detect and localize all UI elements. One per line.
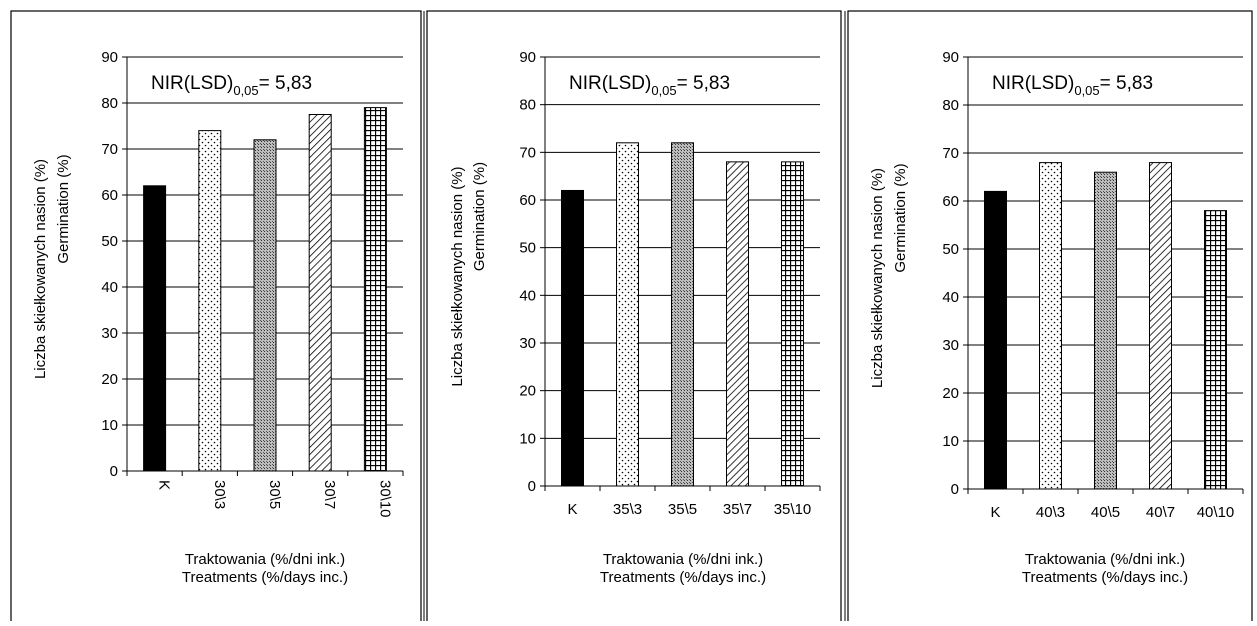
y-tick-label: 30 <box>519 335 536 352</box>
y-tick-label: 80 <box>519 97 536 114</box>
x-axis-label: Traktowania (%/dni ink.) <box>1025 551 1185 568</box>
nir-subscript: 0,05 <box>651 83 676 98</box>
x-axis-label: Traktowania (%/dni ink.) <box>185 551 345 568</box>
y-axis-label: Liczba skiełkowanych nasion (%) <box>32 159 49 379</box>
nir-value: = 5,83 <box>259 73 312 94</box>
y-tick-label: 50 <box>519 240 536 257</box>
y-tick-label: 90 <box>101 49 118 66</box>
x-tick-label: K <box>567 501 577 518</box>
bar-1 <box>143 185 167 472</box>
bar-2 <box>1039 162 1062 490</box>
y-tick-label: 90 <box>519 49 536 66</box>
y-tick-label: 70 <box>101 141 118 158</box>
y-axis-label-en: Germination (%) <box>471 162 488 271</box>
x-axis-label-en: Treatments (%/days inc.) <box>182 569 348 586</box>
bar-3 <box>253 139 277 472</box>
y-tick-label: 60 <box>942 193 959 210</box>
x-tick-label: 40\7 <box>1146 504 1175 521</box>
chart-panel-1: 0 10 20 30 40 50 60 70 80 90 K 30\3 30\5 30\7 30\10 NIR… <box>32 49 404 586</box>
y-tick-label: 50 <box>101 233 118 250</box>
y-tick-label: 50 <box>942 241 959 258</box>
x-tick-label: 35\3 <box>613 501 642 518</box>
x-tick-label: 30\7 <box>321 480 338 509</box>
y-tick-label: 0 <box>110 463 118 480</box>
x-tick-label: 35\7 <box>723 501 752 518</box>
nir-value: = 5,83 <box>677 73 730 94</box>
bar-5 <box>1204 210 1227 490</box>
bar-3 <box>1094 171 1117 490</box>
y-tick-label: 0 <box>528 478 536 495</box>
y-tick-label: 40 <box>101 279 118 296</box>
nir-annotation: NIR(LSD)0,05= 5,83 <box>569 73 730 98</box>
nir-subscript: 0,05 <box>233 83 258 98</box>
bar-5 <box>781 161 804 487</box>
nir-annotation: NIR(LSD)0,05= 5,83 <box>992 73 1153 98</box>
panel-frame-2 <box>426 10 842 626</box>
bar-5 <box>363 107 387 472</box>
y-tick-label: 40 <box>519 287 536 304</box>
x-axis-label-en: Treatments (%/days inc.) <box>600 569 766 586</box>
x-axis-label-en: Treatments (%/days inc.) <box>1022 569 1188 586</box>
nir-value: = 5,83 <box>1100 73 1153 94</box>
y-axis-label-en: Germination (%) <box>55 154 72 263</box>
y-axis-label-en: Germination (%) <box>892 163 909 272</box>
bar-3 <box>671 142 694 487</box>
y-tick-label: 10 <box>519 430 536 447</box>
y-tick-label: 0 <box>951 481 959 498</box>
y-tick-label: 60 <box>101 187 118 204</box>
y-tick-label: 90 <box>942 49 959 66</box>
chart-panel-2: 0 10 20 30 40 50 60 70 80 90 K 35\3 35\5 35\7 35\10 NIR… <box>449 49 821 586</box>
y-tick-label: 60 <box>519 192 536 209</box>
chart-panel-3: 0 10 20 30 40 50 60 70 80 90 K 40\3 40\5 40\7 40\10 NIR… <box>869 49 1244 586</box>
y-tick-label: 70 <box>942 145 959 162</box>
x-tick-label: 35\5 <box>668 501 697 518</box>
y-tick-label: 30 <box>942 337 959 354</box>
nir-label: NIR(LSD) <box>151 73 233 94</box>
y-tick-label: 30 <box>101 325 118 342</box>
y-tick-label: 10 <box>942 433 959 450</box>
y-tick-label: 80 <box>101 95 118 112</box>
y-tick-label: 40 <box>942 289 959 306</box>
nir-annotation: NIR(LSD)0,05= 5,83 <box>151 73 312 98</box>
bar-4 <box>1149 162 1172 490</box>
x-tick-label: 40\5 <box>1091 504 1120 521</box>
panel-frame-3 <box>847 10 1253 626</box>
panel-frame-1 <box>10 10 422 626</box>
x-tick-label: K <box>156 480 173 490</box>
y-tick-label: 70 <box>519 144 536 161</box>
x-tick-label: K <box>990 504 1000 521</box>
bar-4 <box>726 161 749 487</box>
x-tick-label: 35\10 <box>774 501 812 518</box>
x-tick-label: 40\10 <box>1197 504 1235 521</box>
y-tick-label: 20 <box>101 371 118 388</box>
bar-1 <box>984 190 1007 490</box>
nir-label: NIR(LSD) <box>992 73 1074 94</box>
x-tick-label: 30\10 <box>376 480 393 518</box>
nir-label: NIR(LSD) <box>569 73 651 94</box>
y-tick-label: 10 <box>101 417 118 434</box>
bar-4 <box>308 114 332 472</box>
x-tick-label: 30\3 <box>211 480 228 509</box>
bar-2 <box>616 142 639 487</box>
x-tick-label: 30\5 <box>266 480 283 509</box>
y-tick-label: 20 <box>519 383 536 400</box>
y-axis-label: Liczba skiełkowanych nasion (%) <box>869 168 886 388</box>
y-axis-label: Liczba skiełkowanych nasion (%) <box>449 166 466 386</box>
bar-1 <box>561 189 584 487</box>
x-tick-label: 40\3 <box>1036 504 1065 521</box>
nir-subscript: 0,05 <box>1074 83 1099 98</box>
y-tick-label: 80 <box>942 97 959 114</box>
y-tick-label: 20 <box>942 385 959 402</box>
bar-2 <box>198 130 222 472</box>
x-axis-label: Traktowania (%/dni ink.) <box>603 551 763 568</box>
